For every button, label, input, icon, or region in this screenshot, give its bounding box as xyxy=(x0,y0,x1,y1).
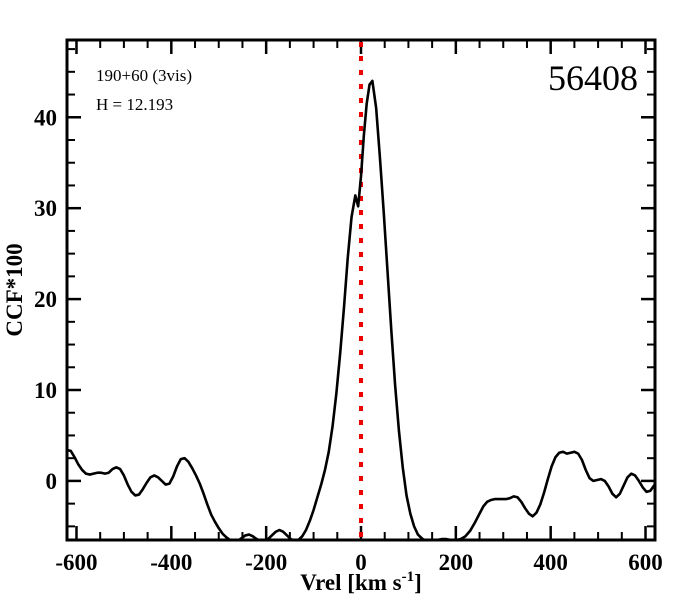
annotation-target: 190+60 (3vis) xyxy=(96,66,192,85)
ccf-curve xyxy=(67,79,655,540)
x-tick-label: -200 xyxy=(245,550,287,575)
x-axis-title-tail: ] xyxy=(414,570,422,595)
y-tick-label: 40 xyxy=(34,105,57,130)
x-tick-label: -400 xyxy=(150,550,192,575)
y-tick-label: 30 xyxy=(34,196,57,221)
y-tick-label: 20 xyxy=(34,287,57,312)
x-axis-title: Vrel [km s-1] xyxy=(300,569,422,595)
x-tick-label: 0 xyxy=(355,550,367,575)
annotation-magnitude: H = 12.193 xyxy=(96,95,173,114)
svg-text:Vrel [km s-1]: Vrel [km s-1] xyxy=(300,569,422,595)
plot-frame xyxy=(65,38,657,542)
y-tick-labels: 0 10 20 30 40 xyxy=(34,105,57,494)
x-tick-label: 600 xyxy=(628,550,663,575)
y-tick-label: 10 xyxy=(34,378,57,403)
x-tick-label: 400 xyxy=(533,550,568,575)
x-tick-label: 200 xyxy=(439,550,474,575)
x-axis-title-superscript: -1 xyxy=(402,569,415,585)
y-axis-title: CCF*100 xyxy=(2,243,27,336)
x-axis-title-main: Vrel [km s xyxy=(300,570,401,595)
x-tick-labels: -600 -400 -200 0 200 400 600 xyxy=(55,550,662,575)
corner-title: 56408 xyxy=(548,58,638,98)
y-tick-label: 0 xyxy=(46,469,58,494)
ccf-curve-group xyxy=(67,79,655,540)
x-tick-label: -600 xyxy=(55,550,97,575)
